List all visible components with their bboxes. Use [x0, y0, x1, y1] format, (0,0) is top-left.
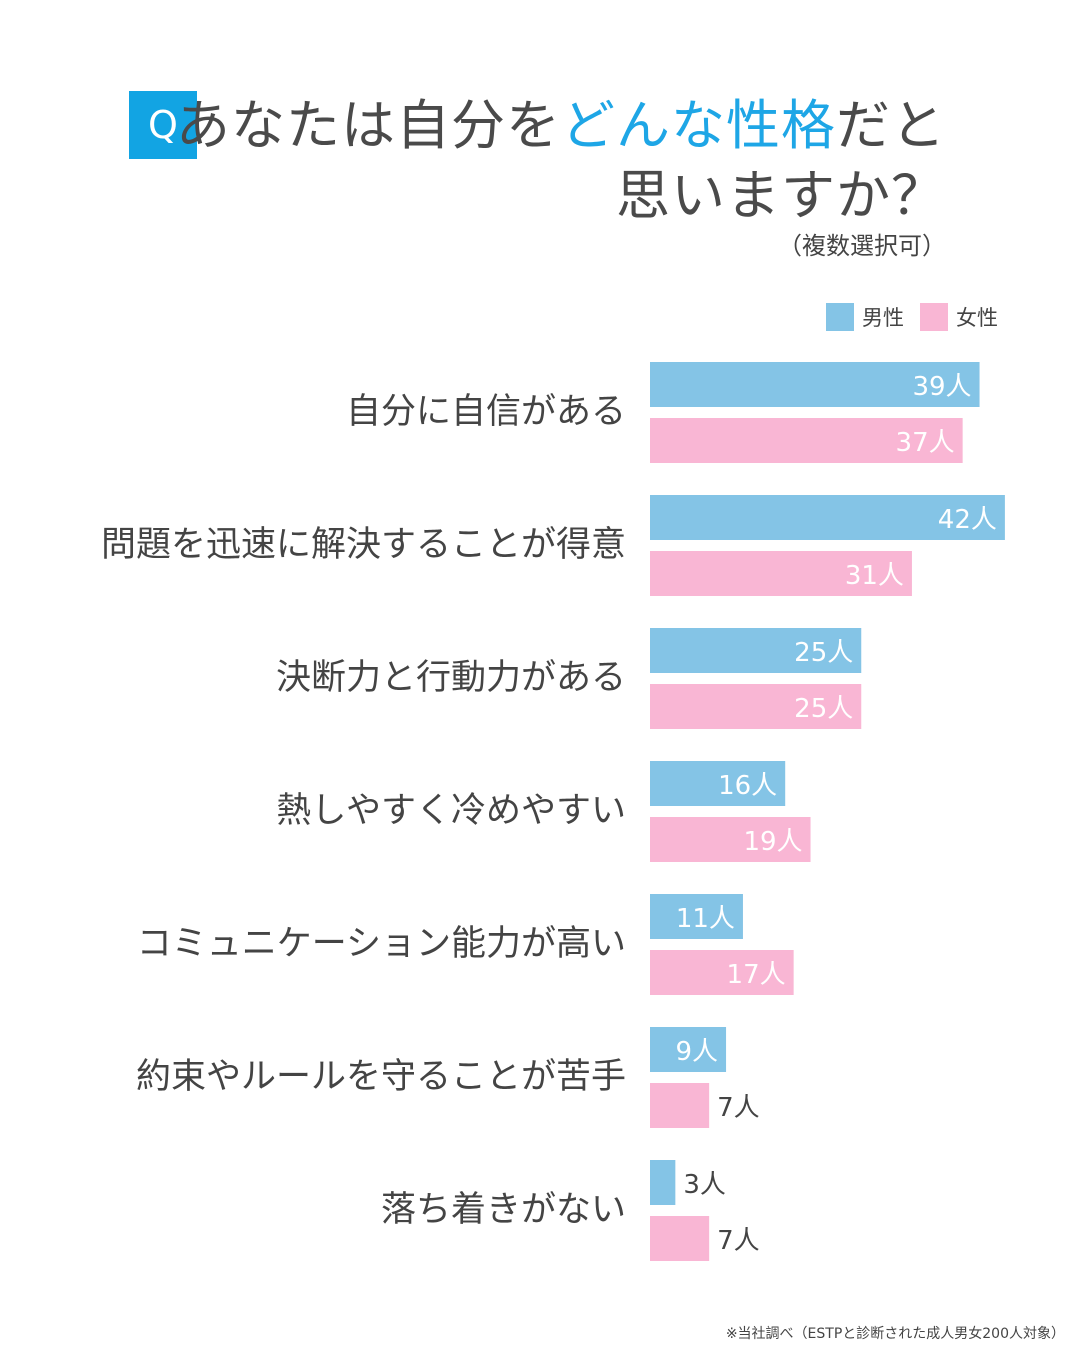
bar-female — [650, 418, 963, 463]
title-line-1: あなたは自分をどんな性格だと — [176, 96, 946, 156]
data-label-female: 7人 — [717, 1226, 760, 1256]
bar-female — [650, 817, 811, 862]
footnote: ※当社調べ（ESTPと診断された成人男女200人対象） — [725, 1326, 1065, 1342]
legend-label-male: 男性 — [862, 306, 904, 330]
question-badge: Q — [129, 91, 197, 159]
bar-male — [650, 894, 743, 939]
data-label-male: 3人 — [683, 1170, 726, 1200]
title-highlight: どんな性格 — [561, 94, 836, 157]
legend-label-female: 女性 — [956, 306, 998, 330]
bar-female — [650, 1083, 710, 1128]
category-label: 落ち着きがない — [381, 1190, 626, 1230]
bar-male — [650, 1027, 727, 1072]
bar-female — [650, 551, 912, 596]
bar-male — [650, 495, 1005, 540]
bar-female — [650, 1216, 710, 1261]
bar-male — [650, 761, 786, 806]
title-text-post: だと — [836, 94, 946, 157]
legend-swatch-male — [826, 303, 854, 331]
legend: 男性 女性 — [826, 302, 1014, 332]
title-text-pre: あなたは自分を — [176, 94, 561, 157]
legend-item-male: 男性 — [826, 302, 904, 332]
multi-select-note: （複数選択可） — [778, 232, 946, 260]
data-label-male: 11人 — [676, 904, 735, 934]
title-line-2: 思いますか？ — [616, 164, 946, 227]
data-label-female: 7人 — [717, 1093, 760, 1123]
category-label: 熱しやすく冷めやすい — [276, 791, 626, 831]
bar-male — [650, 362, 980, 407]
category-label: 決断力と行動力がある — [276, 658, 626, 698]
data-label-female: 31人 — [845, 561, 904, 591]
data-label-female: 25人 — [794, 694, 853, 724]
bar-female — [650, 950, 794, 995]
bar-male — [650, 628, 862, 673]
data-label-female: 17人 — [727, 960, 786, 990]
bar-male — [650, 1160, 676, 1205]
category-label: 自分に自信がある — [346, 392, 626, 432]
bar-female — [650, 684, 862, 729]
category-label: 約束やルールを守ることが苦手 — [136, 1057, 626, 1097]
data-label-female: 37人 — [896, 428, 955, 458]
legend-swatch-female — [920, 303, 948, 331]
legend-item-female: 女性 — [920, 302, 998, 332]
data-label-male: 9人 — [676, 1037, 719, 1067]
data-label-female: 19人 — [743, 827, 802, 857]
data-label-male: 25人 — [794, 638, 853, 668]
category-label: コミュニケーション能力が高い — [137, 924, 626, 964]
category-label: 問題を迅速に解決することが得意 — [101, 525, 626, 565]
data-label-male: 39人 — [912, 372, 971, 402]
data-label-male: 16人 — [718, 771, 777, 801]
data-label-male: 42人 — [938, 505, 997, 535]
